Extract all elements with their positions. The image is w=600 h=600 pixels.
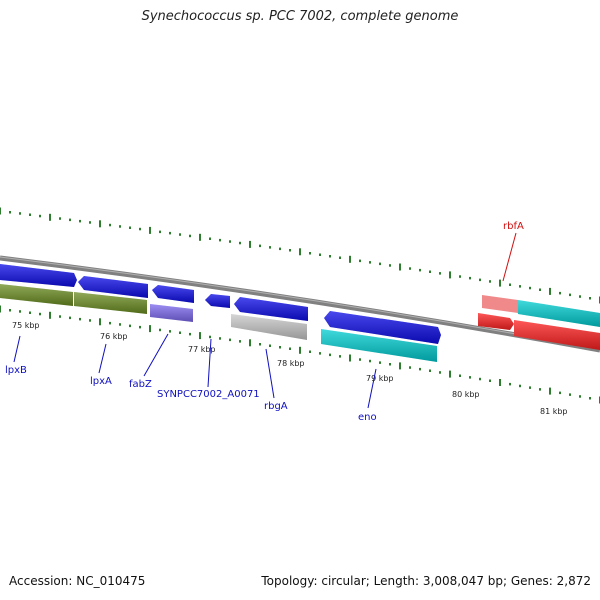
gene-label-SYNPCC7002_A0071[interactable]: SYNPCC7002_A0071 [157, 389, 260, 400]
gene-eno-forward[interactable] [324, 311, 441, 344]
inner-ticks [0, 305, 600, 404]
map-title: Synechococcus sp. PCC 7002, complete gen… [141, 9, 459, 24]
feature-fabZ-rna[interactable] [150, 304, 193, 322]
gene-rbfA-pale[interactable] [482, 295, 518, 313]
kbp-label-80: 80 kbp [452, 390, 480, 399]
feature-lpxB-rna[interactable] [0, 284, 73, 306]
gene-red-right[interactable] [514, 320, 600, 350]
gene-label-eno[interactable]: eno [358, 412, 377, 423]
gene-label-fabZ[interactable]: fabZ [129, 379, 152, 390]
kbp-label-79: 79 kbp [366, 374, 394, 383]
feature-eno-rna[interactable] [321, 329, 437, 362]
gene-label-rbgA[interactable]: rbgA [264, 401, 288, 412]
gene-lpxB-forward[interactable] [0, 264, 77, 287]
gene-fabZ-forward[interactable] [152, 285, 194, 303]
gene-label-lpxA[interactable]: lpxA [90, 376, 112, 387]
gene-label-lpxB[interactable]: lpxB [5, 365, 27, 376]
kbp-label-76: 76 kbp [100, 332, 128, 341]
feature-rbgA-rna[interactable] [231, 314, 307, 340]
label-leaders [13, 333, 377, 409]
gene-rbfA-forward[interactable] [478, 313, 514, 330]
gene-rbgA-forward[interactable] [234, 297, 308, 321]
topology-text: Topology: circular; Length: 3,008,047 bp… [261, 574, 591, 588]
feature-lpxA-rna[interactable] [74, 292, 147, 314]
label-leader-rbfA [502, 232, 517, 282]
gene-SYNPCC7002_A0071-forward[interactable] [205, 294, 230, 308]
outer-ticks [0, 207, 600, 304]
kbp-label-78: 78 kbp [277, 359, 305, 368]
gene-lpxA-forward[interactable] [78, 276, 148, 298]
kbp-label-81: 81 kbp [540, 407, 568, 416]
kbp-label-75: 75 kbp [12, 321, 40, 330]
gene-label-rbfA[interactable]: rbfA [503, 221, 524, 232]
gene-cyan-right[interactable] [518, 300, 600, 327]
kbp-label-77: 77 kbp [188, 345, 216, 354]
gene-arrow-rbfA-pale [482, 295, 518, 313]
accession-text: Accession: NC_010475 [9, 574, 146, 588]
